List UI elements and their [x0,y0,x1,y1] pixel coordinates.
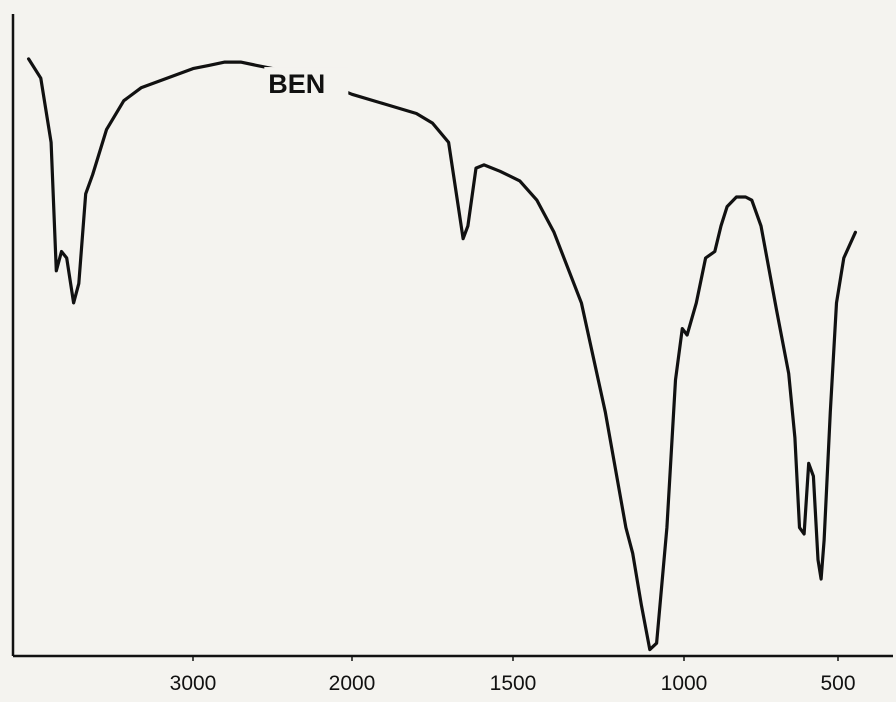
x-tick-label: 2000 [329,672,376,695]
x-axis-ticks: 3000 2000 1500 1000 500 [170,656,856,695]
series-label: BEN [268,69,325,99]
series-label-background [264,67,349,102]
x-tick-label: 3000 [170,672,217,695]
series-line [27,57,857,652]
x-tick-label: 1500 [490,672,537,695]
x-tick-label: 1000 [661,672,708,695]
x-tick-label: 500 [820,672,855,695]
plot-area: BEN [27,57,857,652]
